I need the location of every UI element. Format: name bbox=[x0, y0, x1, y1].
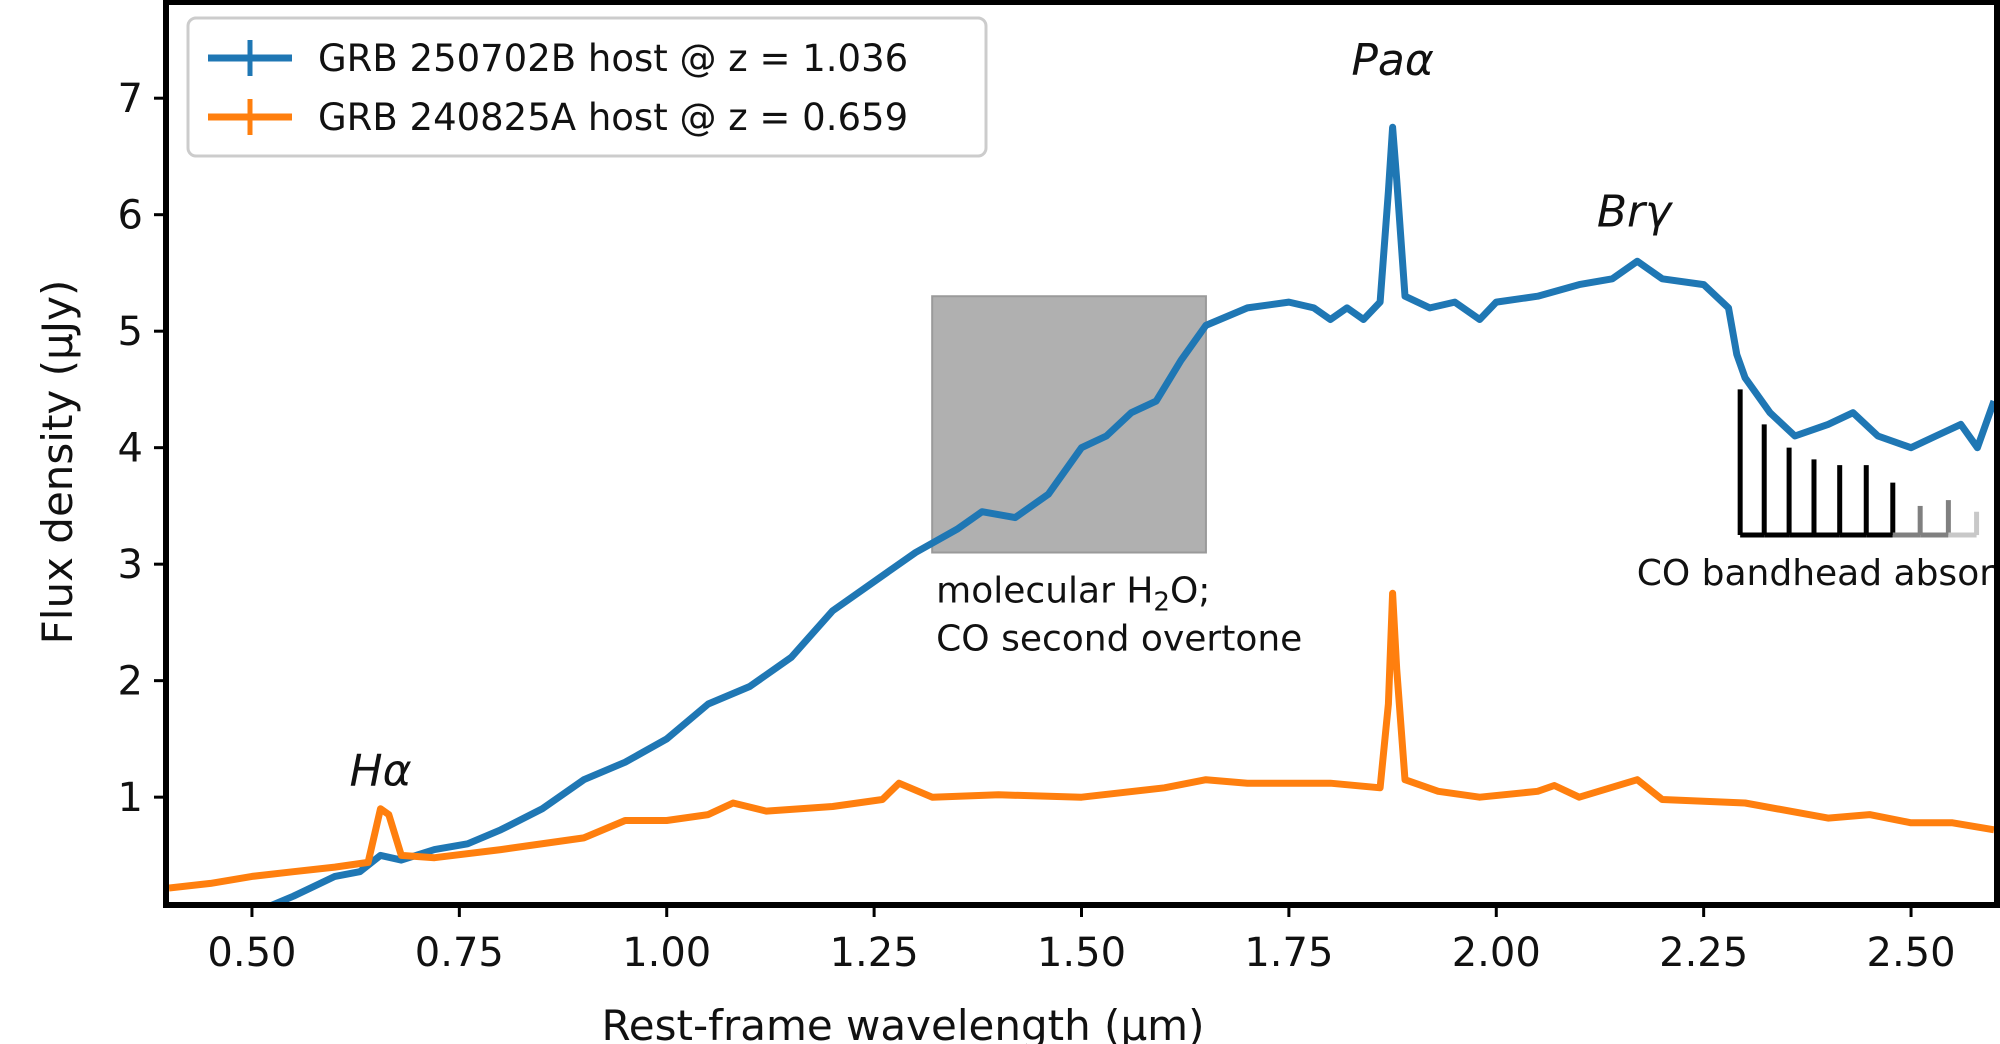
y-tick-label: 4 bbox=[118, 426, 143, 472]
shaded-region-label-line1: molecular H2O; bbox=[936, 571, 1210, 618]
y-tick-label: 1 bbox=[118, 775, 143, 821]
x-axis-label: Rest-frame wavelength (μm) bbox=[602, 1001, 1205, 1044]
co-bandhead-label: CO bandhead absorption bbox=[1637, 553, 2000, 594]
legend: GRB 250702B host @ z = 1.036 GRB 240825A … bbox=[188, 18, 986, 156]
x-tick-label: 0.50 bbox=[207, 930, 296, 976]
y-tick-label: 7 bbox=[118, 76, 143, 122]
legend-entry-label: GRB 250702B host @ z = 1.036 bbox=[318, 37, 908, 80]
x-tick-label: 2.25 bbox=[1659, 930, 1748, 976]
x-tick-label: 1.75 bbox=[1244, 930, 1333, 976]
y-tick-label: 5 bbox=[118, 309, 143, 355]
spectrum-chart: CO bandhead absorption molecular H2O;CO s… bbox=[0, 0, 2000, 1044]
x-axis: 0.50 0.75 1.00 1.25 1.50 1.75 2.00 2.25 2.50 bbox=[207, 905, 1955, 976]
y-tick-label: 3 bbox=[118, 542, 143, 588]
y-tick-label: 6 bbox=[118, 193, 143, 239]
line-annotation: Hα bbox=[349, 746, 411, 797]
y-axis-label: Flux density (μJy) bbox=[33, 280, 82, 645]
x-tick-label: 0.75 bbox=[415, 930, 504, 976]
legend-entry-label: GRB 240825A host @ z = 0.659 bbox=[318, 96, 908, 139]
shaded-region-label-line2: CO second overtone bbox=[936, 619, 1302, 660]
x-tick-label: 1.00 bbox=[622, 930, 711, 976]
line-annotation: Brγ bbox=[1597, 186, 1673, 237]
x-tick-label: 1.25 bbox=[830, 930, 919, 976]
x-tick-label: 2.50 bbox=[1867, 930, 1956, 976]
x-tick-label: 1.50 bbox=[1037, 930, 1126, 976]
x-tick-label: 2.00 bbox=[1452, 930, 1541, 976]
y-axis: 1 2 3 4 5 6 7 bbox=[118, 76, 166, 821]
y-tick-label: 2 bbox=[118, 659, 143, 705]
co-bandhead-markers bbox=[1740, 389, 1976, 535]
plot-area: CO bandhead absorption molecular H2O;CO s… bbox=[169, 35, 2000, 937]
line-annotation: Paα bbox=[1351, 35, 1434, 86]
